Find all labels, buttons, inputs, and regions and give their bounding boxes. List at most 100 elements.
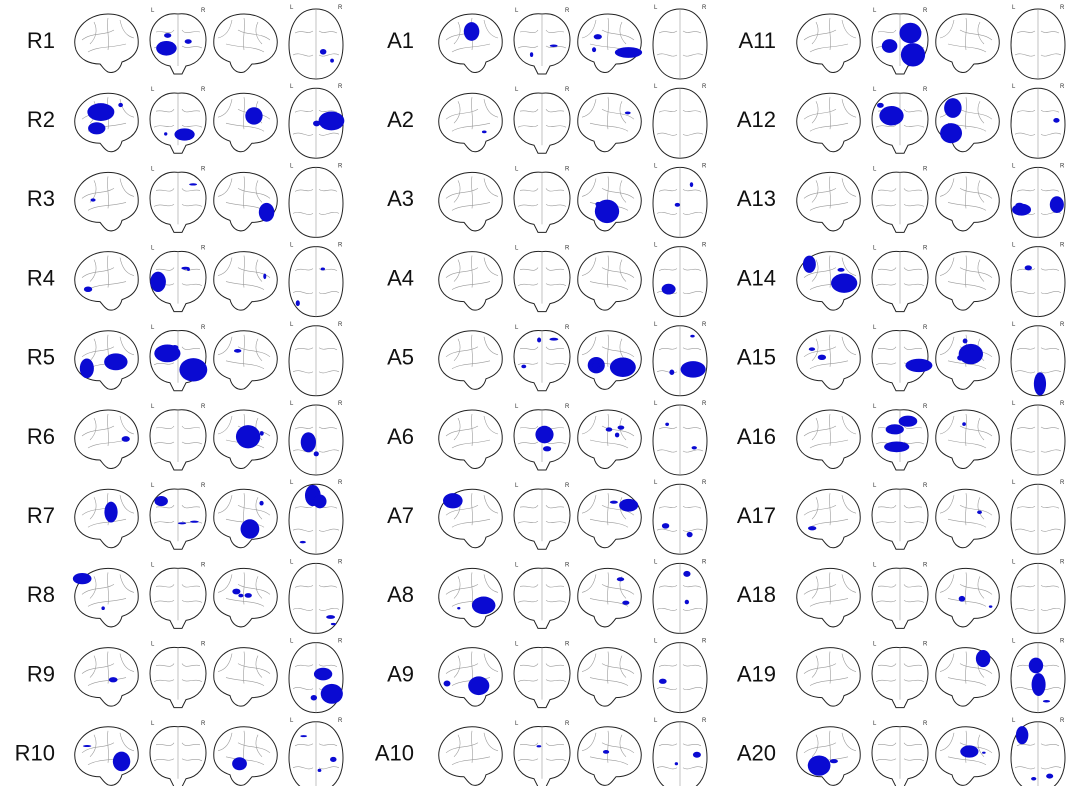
brain-view	[75, 172, 138, 231]
activation-blob	[313, 494, 326, 508]
brain-view	[514, 331, 570, 391]
panel-label: A19	[737, 661, 776, 686]
brain-view	[514, 489, 570, 549]
brain-view	[439, 648, 502, 707]
orientation-right: R	[923, 8, 928, 14]
brain-outline	[75, 648, 138, 707]
orientation-right: R	[338, 5, 343, 11]
brain-view	[289, 722, 343, 786]
orientation-left: L	[151, 642, 155, 648]
brain-view	[1011, 247, 1065, 317]
brain-view	[653, 484, 707, 554]
brain-outline	[578, 14, 641, 73]
brain-view	[514, 93, 570, 153]
activation-blob	[521, 365, 526, 369]
orientation-right: R	[565, 166, 570, 172]
orientation-right: R	[338, 322, 343, 328]
brain-view	[578, 14, 642, 73]
activation-blob	[819, 758, 824, 762]
activation-blob	[1025, 265, 1032, 270]
brain-outline	[75, 14, 138, 73]
orientation-left: L	[1012, 243, 1016, 249]
brain-view	[872, 14, 928, 74]
brain-view	[75, 489, 138, 548]
brain-view	[439, 489, 502, 548]
orientation-left: L	[515, 404, 519, 410]
activation-blob	[300, 541, 306, 543]
orientation-left: L	[290, 559, 294, 565]
orientation-left: L	[873, 562, 877, 568]
brain-view	[578, 331, 641, 390]
brain-view	[1011, 326, 1065, 396]
orientation-left: L	[515, 483, 519, 489]
orientation-left: L	[151, 246, 155, 252]
brain-view	[872, 727, 928, 786]
activation-blob	[232, 757, 247, 770]
panel-row: R3LRLR	[27, 163, 343, 237]
orientation-left: L	[151, 404, 155, 410]
panel-label: R4	[27, 265, 55, 290]
orientation-right: R	[338, 163, 343, 169]
brain-view	[439, 93, 502, 152]
orientation-left: L	[654, 163, 658, 169]
activation-blob	[690, 335, 694, 338]
brain-view	[514, 251, 570, 311]
brain-view	[653, 167, 707, 237]
activation-blob	[808, 755, 831, 775]
activation-blob	[615, 47, 642, 58]
brain-view	[1011, 88, 1065, 158]
panel-row: A11LRLR	[738, 5, 1065, 79]
activation-blob	[830, 759, 838, 763]
brain-view	[797, 727, 860, 786]
brain-view	[214, 14, 277, 73]
activation-blob	[690, 182, 693, 187]
panel-label: A10	[375, 741, 414, 766]
brain-view	[439, 568, 502, 627]
panel-row: R5LRLR	[27, 322, 343, 396]
orientation-right: R	[923, 404, 928, 410]
activation-blob	[314, 668, 332, 681]
brain-view	[150, 93, 206, 153]
activation-blob	[331, 623, 336, 625]
brain-view	[1011, 563, 1065, 633]
panel-label: A15	[737, 345, 776, 370]
orientation-right: R	[923, 642, 928, 648]
activation-blob	[443, 493, 463, 508]
orientation-right: R	[1060, 163, 1065, 169]
activation-blob	[482, 131, 487, 134]
orientation-left: L	[873, 483, 877, 489]
brain-view	[214, 172, 277, 231]
orientation-left: L	[515, 87, 519, 93]
brain-view	[1011, 405, 1065, 475]
activation-blob	[543, 446, 551, 451]
brain-outline	[214, 93, 277, 152]
brain-view	[578, 93, 641, 152]
brain-view	[653, 405, 707, 475]
brain-view	[289, 484, 343, 554]
orientation-left: L	[1012, 480, 1016, 486]
activation-blob	[232, 589, 240, 595]
activation-blob	[976, 650, 990, 667]
activation-blob	[603, 750, 609, 754]
brain-view	[439, 331, 502, 390]
orientation-right: R	[1060, 5, 1065, 11]
activation-blob	[73, 573, 92, 584]
brain-view	[289, 247, 343, 317]
activation-blob	[90, 198, 95, 201]
orientation-right: R	[923, 483, 928, 489]
brain-outline	[214, 172, 277, 231]
panel-label: A13	[737, 186, 776, 211]
activation-blob	[321, 684, 343, 704]
panel-row: A8LRLR	[387, 559, 707, 633]
orientation-right: R	[201, 483, 206, 489]
activation-blob	[263, 273, 266, 279]
activation-blob	[899, 23, 921, 44]
orientation-right: R	[1060, 84, 1065, 90]
orientation-left: L	[654, 322, 658, 328]
brain-outline	[936, 14, 999, 73]
activation-blob	[803, 256, 816, 273]
activation-blob	[662, 284, 676, 295]
orientation-right: R	[923, 325, 928, 331]
brain-view	[514, 647, 570, 707]
